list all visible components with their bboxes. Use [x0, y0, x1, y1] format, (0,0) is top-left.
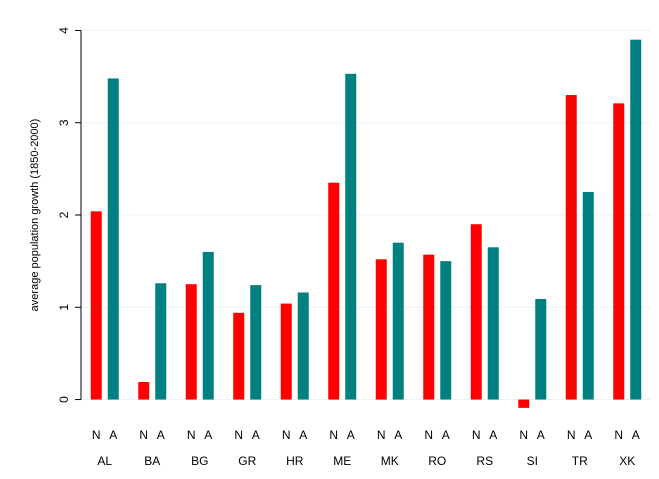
category-label: AL	[97, 454, 112, 468]
bar-label: A	[109, 428, 117, 442]
bar-label: N	[424, 428, 433, 442]
bars	[90, 39, 642, 408]
bar-RS-N	[470, 224, 482, 400]
category-label: RS	[476, 454, 493, 468]
bar-XK-N	[613, 103, 625, 400]
y-axis-title: average population growth (1850-2000)	[29, 119, 41, 312]
bar-label: A	[347, 428, 355, 442]
bar-label: A	[157, 428, 165, 442]
bar-label: A	[394, 428, 402, 442]
bar-label: A	[489, 428, 497, 442]
y-tick-label: 4	[57, 27, 71, 34]
category-label: GR	[238, 454, 256, 468]
category-label: ME	[333, 454, 351, 468]
bar-label: A	[204, 428, 212, 442]
bar-GR-A	[250, 285, 262, 400]
y-tick-label: 0	[57, 396, 71, 403]
bar-label: N	[567, 428, 576, 442]
y-axis: 0 1 2 3 4	[57, 27, 82, 403]
bar-RO-N	[423, 254, 435, 400]
bar-label: A	[632, 428, 640, 442]
category-label: XK	[619, 454, 635, 468]
bar-RS-A	[487, 247, 499, 400]
bar-BA-N	[138, 382, 150, 400]
gridlines	[81, 29, 651, 401]
bar-XK-A	[630, 39, 642, 400]
bar-label: N	[614, 428, 623, 442]
bar-label: N	[519, 428, 528, 442]
bar-label: N	[329, 428, 338, 442]
bar-label: A	[252, 428, 260, 442]
category-label: SI	[527, 454, 538, 468]
bar-GR-N	[233, 312, 245, 400]
category-label: MK	[381, 454, 399, 468]
bar-MK-A	[392, 242, 404, 400]
bar-label: A	[537, 428, 545, 442]
bar-BA-A	[155, 283, 167, 400]
bar-AL-A	[107, 78, 119, 400]
category-label: RO	[428, 454, 446, 468]
bar-label: N	[92, 428, 101, 442]
bar-ME-N	[328, 182, 340, 400]
bar-label: A	[299, 428, 307, 442]
bar-label: A	[584, 428, 592, 442]
category-label: HR	[286, 454, 304, 468]
y-tick-label: 1	[57, 304, 71, 311]
bar-SI-A	[535, 298, 547, 400]
bar-label: N	[472, 428, 481, 442]
bar-label: N	[187, 428, 196, 442]
bar-MK-N	[375, 259, 387, 400]
y-tick-label: 3	[57, 119, 71, 126]
bar-label: N	[139, 428, 148, 442]
y-tick-label: 2	[57, 211, 71, 218]
category-label: BA	[144, 454, 160, 468]
bar-label: N	[377, 428, 386, 442]
bar-HR-N	[280, 303, 292, 400]
bar-SI-N	[518, 399, 530, 408]
bar-label: N	[282, 428, 291, 442]
bar-label: A	[442, 428, 450, 442]
category-label: TR	[572, 454, 588, 468]
bar-BG-A	[202, 251, 214, 400]
bar-label: N	[234, 428, 243, 442]
bar-AL-N	[90, 211, 102, 400]
bar-ME-A	[345, 73, 357, 400]
bar-BG-N	[185, 284, 197, 400]
bar-HR-A	[297, 292, 309, 400]
bar-TR-A	[582, 191, 594, 400]
bar-RO-A	[440, 261, 452, 400]
category-label: BG	[191, 454, 208, 468]
bar-TR-N	[565, 95, 577, 400]
